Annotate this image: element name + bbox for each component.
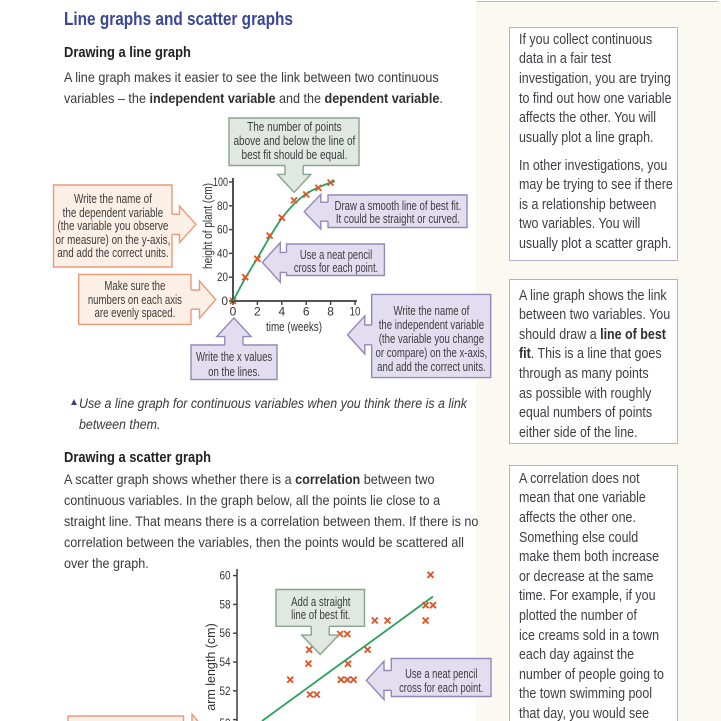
svg-text:54: 54 — [220, 655, 231, 669]
svg-text:60: 60 — [217, 223, 228, 237]
svg-text:56: 56 — [220, 626, 231, 640]
svg-text:60: 60 — [220, 569, 231, 583]
svg-text:50: 50 — [220, 716, 231, 721]
svg-text:58: 58 — [220, 597, 231, 611]
svg-text:52: 52 — [220, 684, 231, 698]
svg-text:0: 0 — [230, 305, 237, 319]
svg-text:time (weeks): time (weeks) — [266, 320, 322, 334]
svg-text:0: 0 — [221, 294, 228, 308]
svg-text:6: 6 — [303, 305, 310, 319]
svg-text:40: 40 — [217, 246, 228, 260]
svg-text:80: 80 — [217, 199, 228, 213]
svg-text:20: 20 — [217, 270, 228, 284]
svg-text:8: 8 — [327, 305, 334, 319]
svg-text:arm length (cm): arm length (cm) — [204, 623, 218, 711]
svg-text:10: 10 — [350, 305, 361, 319]
svg-text:100: 100 — [213, 175, 228, 189]
svg-text:2: 2 — [254, 305, 261, 319]
svg-text:4: 4 — [278, 305, 285, 319]
svg-text:height of plant (cm): height of plant (cm) — [201, 183, 215, 269]
